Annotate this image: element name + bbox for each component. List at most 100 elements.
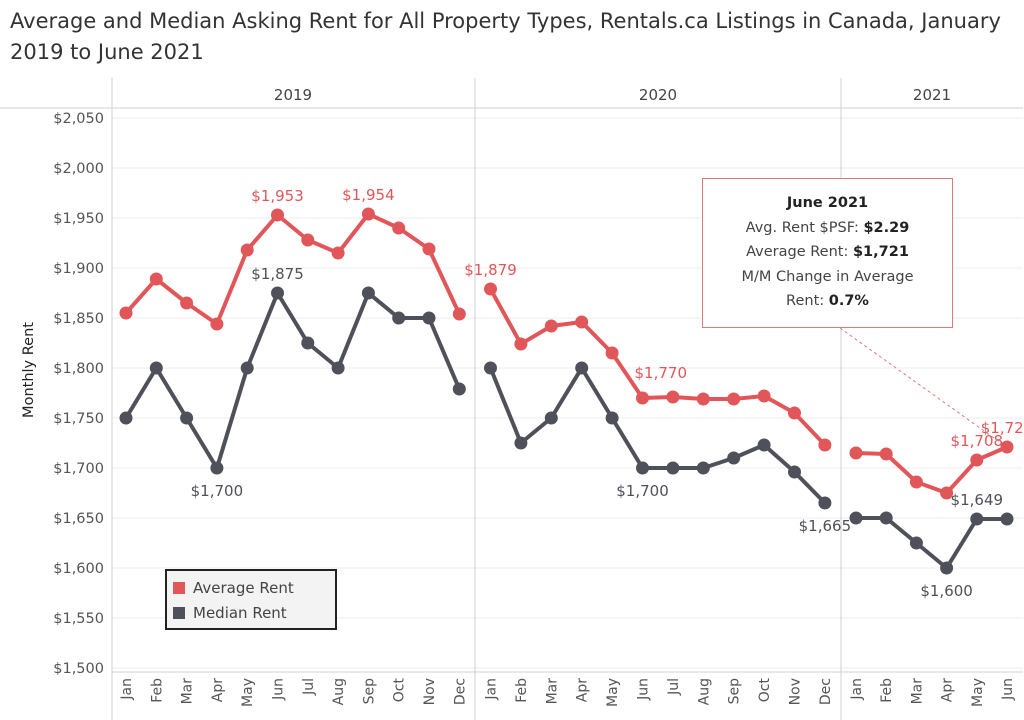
x-tick-label: Nov	[788, 678, 804, 705]
data-label: $1,600	[920, 582, 973, 600]
data-point	[1000, 512, 1014, 526]
data-point	[666, 390, 680, 404]
chart-title: Average and Median Asking Rent for All P…	[10, 9, 1001, 64]
data-point	[452, 307, 466, 321]
y-tick-label: $2,000	[53, 161, 104, 177]
tooltip-heading: June 2021	[786, 195, 869, 211]
data-point	[240, 361, 254, 375]
x-tick-label: Sep	[361, 678, 377, 705]
data-point	[271, 208, 284, 222]
y-tick-label: $2,050	[53, 111, 104, 127]
data-point	[970, 512, 984, 526]
data-point	[788, 465, 801, 479]
data-point	[636, 461, 649, 475]
data-point	[666, 461, 680, 475]
series-line	[856, 516, 1007, 570]
y-tick-label: $1,800	[53, 361, 104, 377]
legend[interactable]: Average Rent Median Rent	[165, 569, 337, 630]
data-point	[605, 411, 619, 425]
data-point	[149, 361, 163, 375]
data-point	[818, 438, 832, 452]
x-tick-label: Mar	[544, 678, 560, 705]
legend-item-average[interactable]: Average Rent	[173, 575, 335, 600]
y-tick-label: $1,700	[53, 461, 104, 477]
series-lines	[119, 207, 1014, 575]
data-point	[514, 337, 528, 351]
x-tick-label: Dec	[818, 678, 834, 705]
data-point	[180, 411, 194, 425]
axes: $1,500 $1,550 $1,600 $1,650 $1,700 $1,750 $1,8…	[0, 78, 1023, 720]
x-tick-label: Nov	[422, 678, 438, 705]
x-tick-label: Jul	[301, 678, 317, 696]
data-point	[361, 286, 375, 300]
data-point	[879, 447, 893, 461]
x-tick-label: Apr	[210, 678, 226, 702]
x-tick-label: Oct	[392, 678, 408, 703]
data-point	[210, 461, 224, 475]
x-tick-label: May	[240, 678, 256, 707]
x-tick-label: May	[970, 678, 986, 707]
data-point	[940, 486, 954, 500]
data-point	[909, 536, 923, 550]
data-label: $1,649	[951, 491, 1004, 509]
data-point	[422, 311, 436, 325]
data-point	[727, 451, 741, 465]
data-label: $1,708	[951, 432, 1004, 450]
x-tick-label: May	[605, 678, 621, 707]
data-point	[575, 315, 589, 329]
data-point	[392, 221, 406, 235]
x-tick-label: Apr	[575, 678, 591, 702]
tooltip-mm-label-2: Rent:	[786, 293, 829, 309]
data-label: $1,665	[799, 517, 852, 535]
data-label: $1,953	[251, 187, 304, 205]
data-point	[696, 461, 710, 475]
y-tick-label: $1,950	[53, 211, 104, 227]
data-point	[940, 561, 954, 575]
y-tick-label: $1,650	[53, 511, 104, 527]
data-point	[970, 453, 984, 467]
data-point	[727, 392, 741, 406]
legend-label-average: Average Rent	[193, 578, 294, 597]
median-swatch-icon	[173, 606, 185, 619]
x-tick-label: Apr	[940, 678, 956, 702]
y-axis-title: Monthly Rent	[21, 322, 37, 418]
x-tick-label: Jan	[849, 678, 865, 701]
x-tick-label: Feb	[514, 678, 530, 703]
x-tick-label: Jun	[271, 678, 287, 701]
x-tick-label: Sep	[727, 678, 743, 705]
data-point	[301, 336, 315, 350]
data-point	[331, 246, 345, 260]
data-point	[180, 296, 194, 310]
data-label: $1,700	[191, 482, 244, 500]
x-tick-label: Mar	[909, 678, 925, 705]
tooltip-june-2021: June 2021 Avg. Rent $PSF: $2.29 Average …	[702, 178, 953, 328]
data-point	[240, 243, 254, 257]
data-point	[879, 511, 893, 525]
data-point	[696, 392, 710, 406]
data-label: $1,770	[635, 364, 688, 382]
series-line	[855, 445, 1008, 495]
data-point	[452, 382, 466, 396]
series-line	[124, 291, 462, 470]
legend-label-median: Median Rent	[193, 603, 287, 622]
data-label: $1,700	[616, 482, 669, 500]
x-tick-label: Jun	[636, 678, 652, 701]
data-labels: $1,953$1,954$1,879$1,770$1,708$1,721$1,7…	[191, 186, 1024, 600]
data-point	[575, 361, 589, 375]
data-point	[788, 406, 801, 420]
x-tick-label: Jan	[484, 678, 500, 701]
year-header-2019: 2019	[274, 86, 312, 104]
y-tick-label: $1,550	[53, 611, 104, 627]
tooltip-psf-value: $2.29	[863, 219, 910, 236]
tooltip-mm-label: M/M Change in Average	[741, 268, 914, 285]
tooltip-avg-label: Average Rent:	[746, 244, 853, 260]
data-point	[514, 436, 528, 450]
data-point	[757, 389, 771, 403]
data-point	[210, 317, 224, 331]
year-header-2021: 2021	[913, 86, 951, 104]
x-tick-label: Oct	[757, 678, 773, 703]
legend-item-median[interactable]: Median Rent	[173, 600, 335, 625]
data-point	[757, 438, 771, 452]
data-point	[636, 391, 649, 405]
tooltip-mm-value: 0.7%	[828, 293, 869, 309]
